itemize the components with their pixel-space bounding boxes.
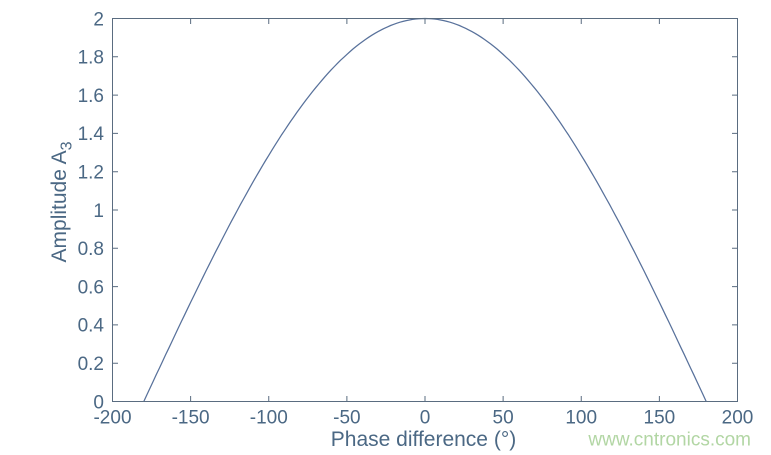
- svg-text:0.4: 0.4: [78, 316, 105, 337]
- svg-text:-200: -200: [93, 408, 131, 429]
- svg-text:1: 1: [93, 201, 104, 222]
- svg-text:www.cntronics.com: www.cntronics.com: [587, 430, 751, 451]
- svg-text:-50: -50: [333, 408, 360, 429]
- svg-text:2: 2: [93, 9, 104, 30]
- svg-text:Phase difference (°): Phase difference (°): [331, 428, 516, 451]
- svg-text:1.8: 1.8: [78, 48, 104, 69]
- svg-text:0: 0: [93, 392, 104, 413]
- svg-text:200: 200: [722, 408, 754, 429]
- svg-text:150: 150: [644, 408, 676, 429]
- svg-text:1.6: 1.6: [78, 86, 104, 107]
- svg-text:100: 100: [565, 408, 597, 429]
- svg-text:Amplitude A3: Amplitude A3: [48, 141, 76, 262]
- svg-text:0.2: 0.2: [78, 354, 104, 375]
- svg-text:0: 0: [420, 408, 431, 429]
- svg-text:50: 50: [493, 408, 514, 429]
- svg-text:-100: -100: [250, 408, 288, 429]
- svg-text:1.4: 1.4: [78, 124, 105, 145]
- svg-text:0.8: 0.8: [78, 239, 104, 260]
- svg-text:0.6: 0.6: [78, 277, 104, 298]
- svg-text:1.2: 1.2: [78, 163, 104, 184]
- svg-text:-150: -150: [172, 408, 210, 429]
